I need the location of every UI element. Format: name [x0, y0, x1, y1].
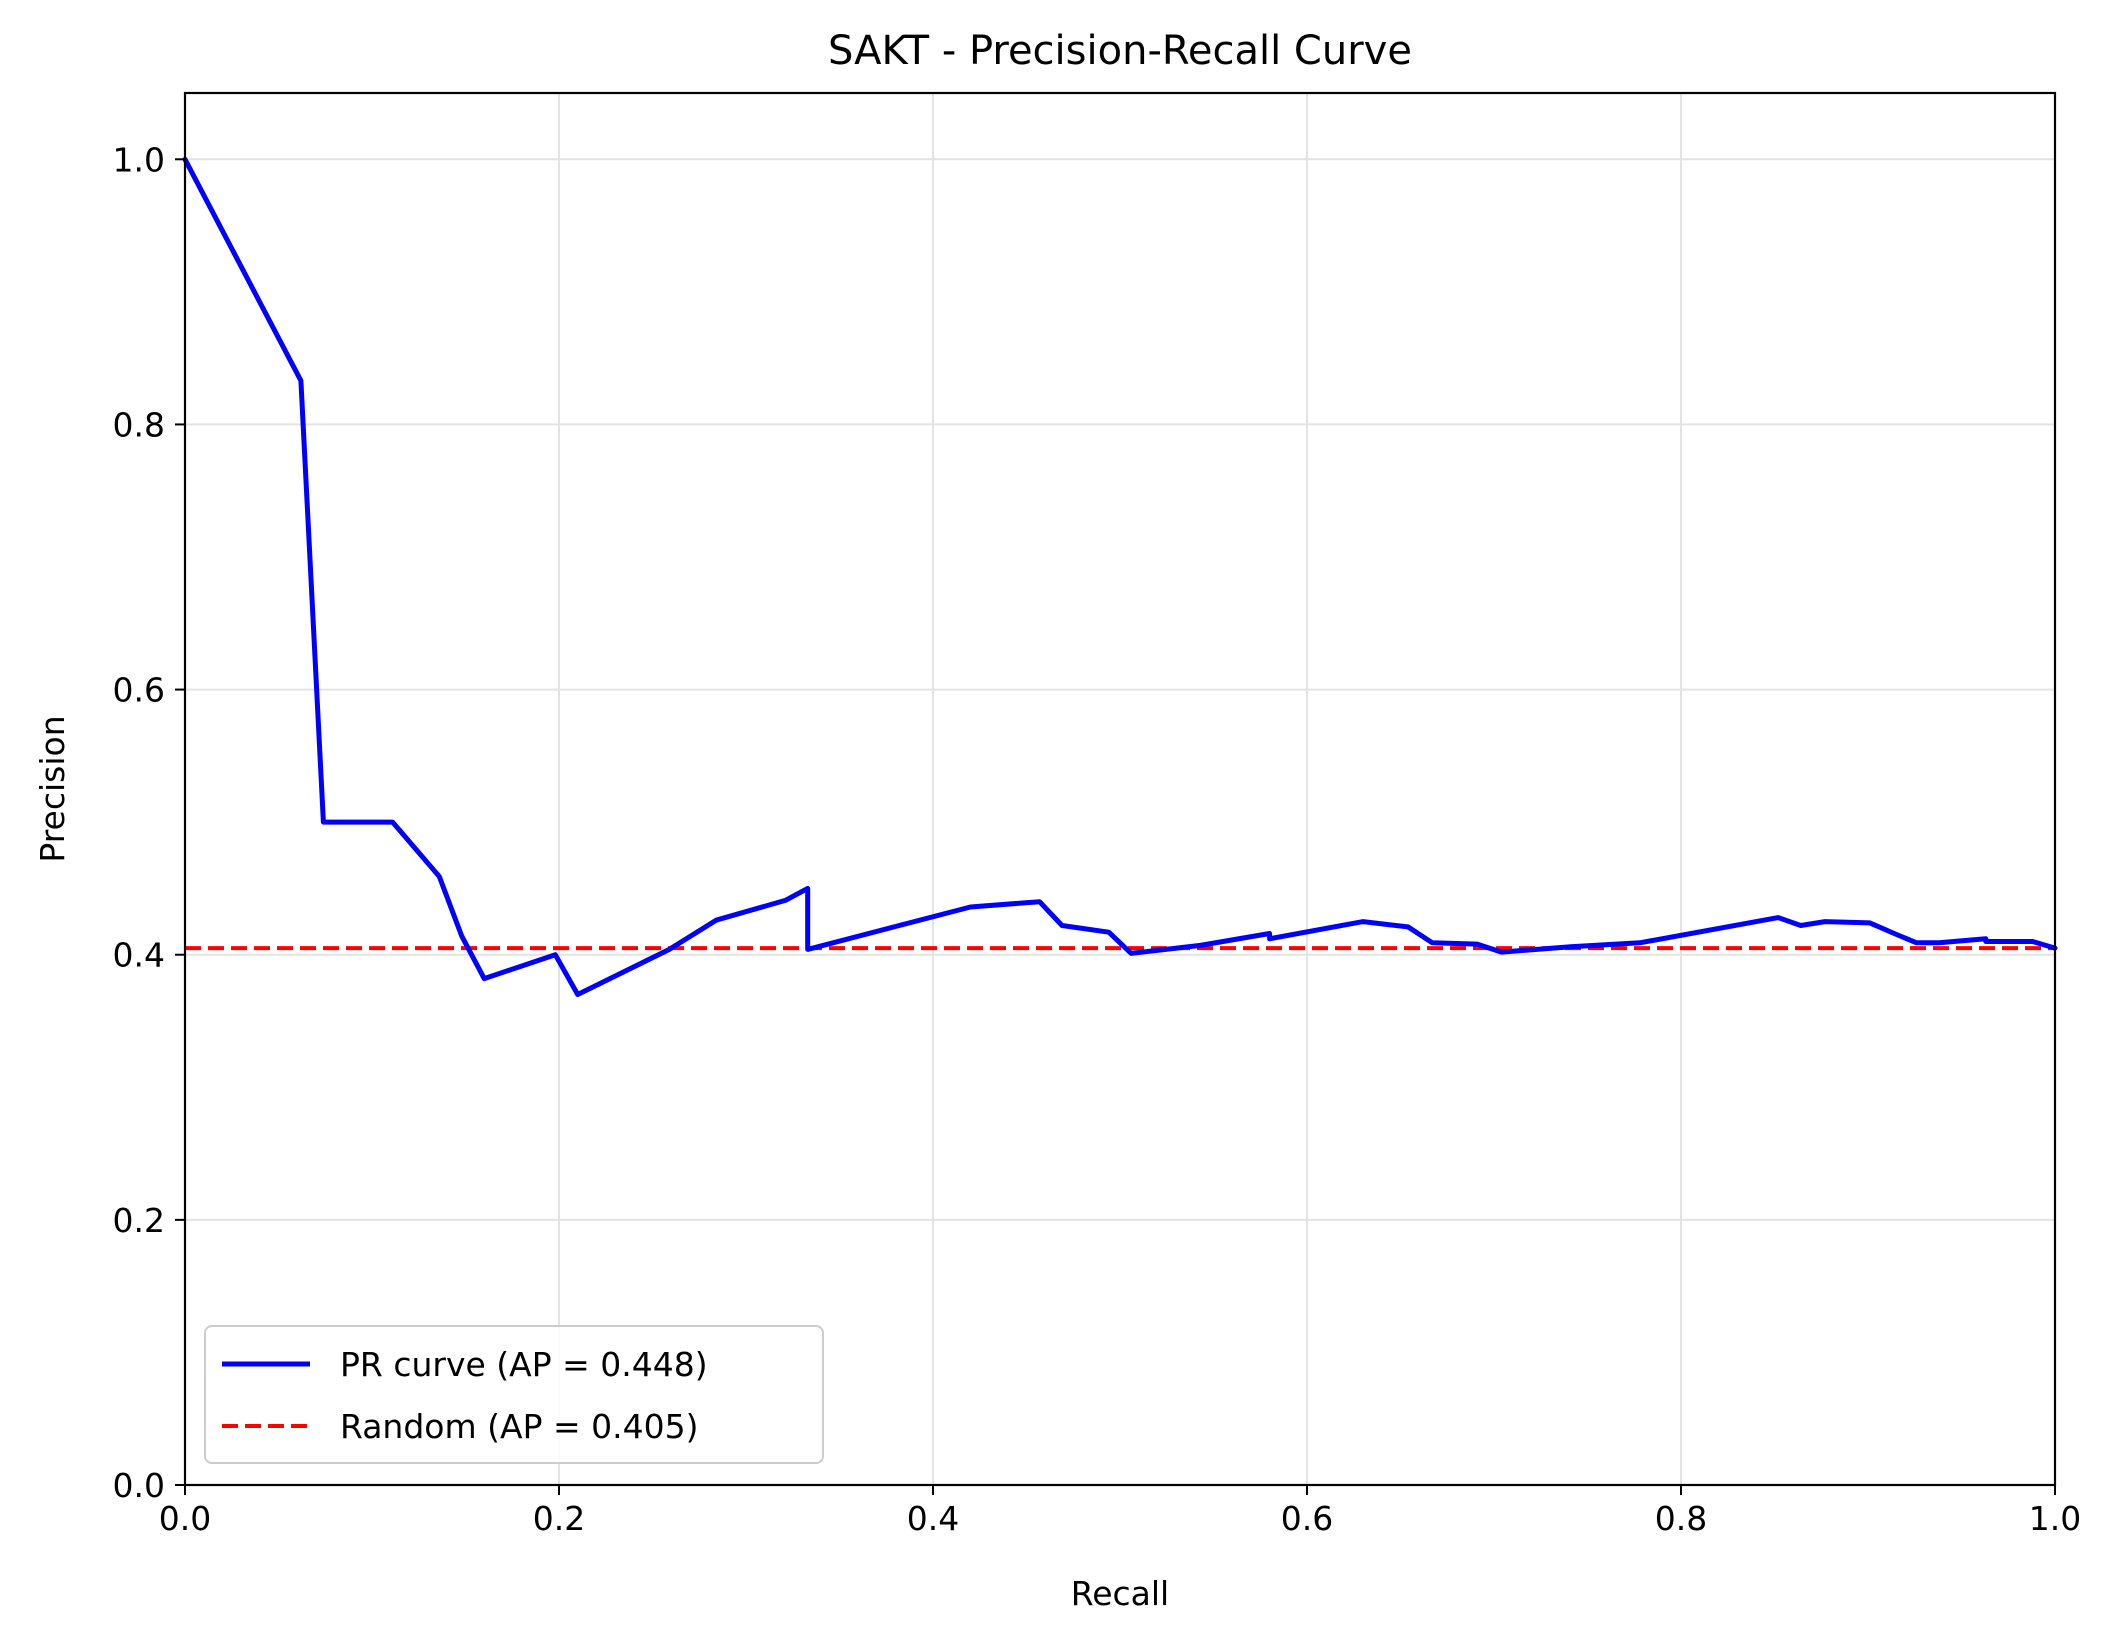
x-tick-label: 1.0	[2029, 1499, 2081, 1538]
x-tick-label: 0.0	[159, 1499, 211, 1538]
pr-curve-line	[182, 156, 2058, 997]
legend: PR curve (AP = 0.448) Random (AP = 0.405…	[204, 1325, 824, 1464]
x-tick-label: 0.2	[533, 1499, 585, 1538]
legend-label-pr-curve: PR curve (AP = 0.448)	[340, 1345, 708, 1384]
y-tick-label: 0.0	[113, 1466, 165, 1505]
y-tick-label: 0.4	[113, 936, 165, 975]
y-axis-label: Precision	[33, 715, 72, 862]
tick-layer: 0.0 0.2 0.4 0.6 0.8 1.0 0.0 0.2 0.4 0.6 0.8 1.0	[113, 140, 2082, 1538]
legend-label-random: Random (AP = 0.405)	[340, 1407, 698, 1446]
grid-layer	[184, 93, 2056, 1486]
x-axis-label: Recall	[1071, 1574, 1169, 1613]
chart-title: SAKT - Precision-Recall Curve	[828, 28, 1412, 74]
plot-frame	[183, 91, 2057, 1487]
legend-box	[204, 1325, 824, 1464]
x-tick-label: 0.4	[907, 1499, 959, 1538]
y-tick-label: 1.0	[113, 140, 165, 179]
x-tick-label: 0.6	[1281, 1499, 1333, 1538]
y-tick-label: 0.2	[113, 1201, 165, 1240]
y-tick-label: 0.6	[113, 671, 165, 710]
series-layer	[182, 156, 2058, 997]
y-tick-label: 0.8	[113, 405, 165, 444]
x-tick-label: 0.8	[1655, 1499, 1707, 1538]
